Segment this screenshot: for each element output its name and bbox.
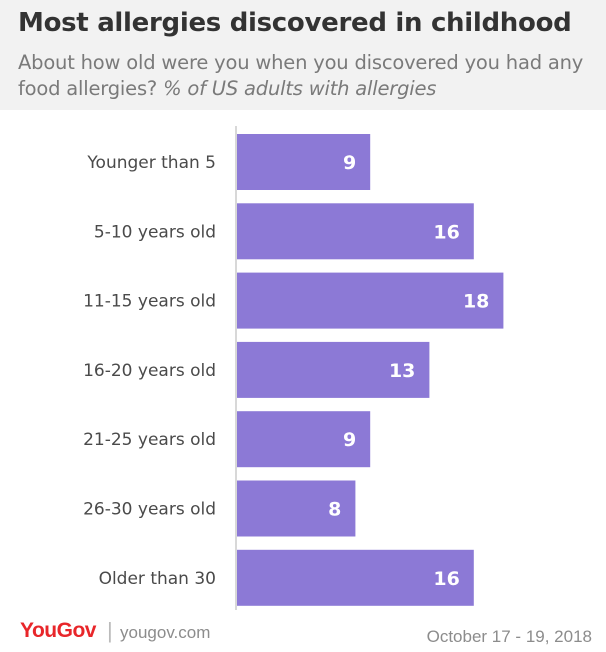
bars-group: Younger than 5 9 5-10 years old 16 11-15 yea…: [83, 134, 504, 606]
bar-16-20-years-old: [237, 341, 430, 398]
bar-chart: Younger than 5 9 5-10 years old 16 11-15 yea…: [83, 126, 504, 610]
category-label: Younger than 5: [86, 153, 216, 173]
category-label: 5-10 years old: [94, 222, 216, 242]
value-label: 13: [389, 360, 415, 382]
footer-site: yougov.com: [120, 623, 211, 642]
chart-header: Most allergies discovered in childhood A…: [0, 0, 606, 110]
value-label: 9: [343, 429, 356, 451]
value-label: 16: [433, 221, 459, 243]
chart-subtitle: About how old were you when you discover…: [18, 50, 598, 102]
value-label: 8: [328, 499, 341, 521]
chart-title: Most allergies discovered in childhood: [18, 8, 572, 38]
category-label: 11-15 years old: [83, 292, 216, 312]
bar-11-15-years-old: [237, 272, 504, 329]
survey-date: October 17 - 19, 2018: [426, 627, 592, 646]
value-label: 16: [433, 568, 459, 590]
footer-separator: |: [107, 618, 113, 643]
category-label: 16-20 years old: [83, 361, 216, 381]
category-label: 21-25 years old: [83, 430, 216, 450]
value-label: 18: [463, 291, 489, 313]
yougov-logo: YouGov: [20, 619, 96, 642]
subtitle-question: About how old were you when you discover…: [18, 51, 584, 100]
bar-26-30-years-old: [237, 480, 356, 537]
bar-older-than-30: [237, 549, 474, 606]
subtitle-note: % of US adults with allergies: [163, 77, 437, 100]
category-label: Older than 30: [99, 569, 216, 589]
bar-21-25-years-old: [237, 411, 371, 468]
bar-younger-than-5: [237, 134, 371, 190]
category-label: 26-30 years old: [83, 500, 216, 520]
bar-5-10-years-old: [237, 203, 474, 260]
value-label: 9: [343, 152, 356, 174]
